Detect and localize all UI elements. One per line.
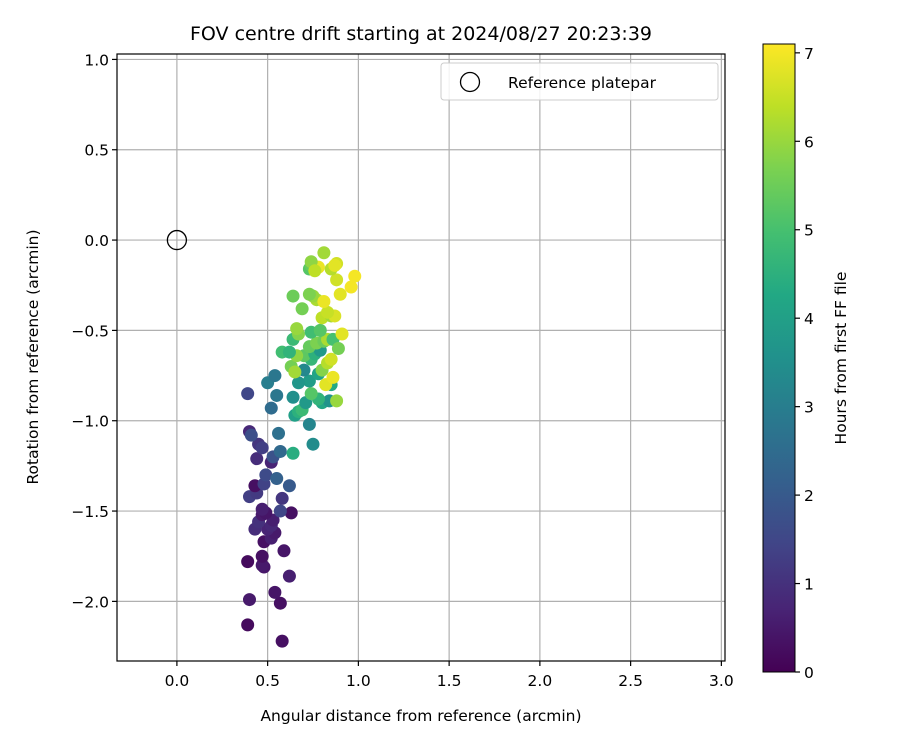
data-point bbox=[255, 502, 269, 516]
data-point bbox=[275, 634, 289, 648]
x-axis-label: Angular distance from reference (arcmin) bbox=[260, 707, 581, 725]
data-point bbox=[282, 345, 296, 359]
data-point bbox=[344, 280, 358, 294]
chart-title: FOV centre drift starting at 2024/08/27 … bbox=[190, 23, 652, 45]
data-point bbox=[348, 269, 362, 283]
data-point bbox=[313, 323, 327, 337]
data-point bbox=[335, 327, 349, 341]
colorbar-tick-label: 7 bbox=[804, 45, 814, 63]
data-point bbox=[272, 426, 286, 440]
y-tick-label: 0.0 bbox=[84, 232, 109, 250]
data-point bbox=[286, 390, 300, 404]
data-point bbox=[242, 593, 256, 607]
data-point bbox=[264, 401, 278, 415]
colorbar-tick-label: 5 bbox=[804, 222, 814, 240]
x-tick-label: 0.0 bbox=[165, 672, 190, 690]
y-tick-label: −1.5 bbox=[71, 503, 109, 521]
data-point bbox=[241, 618, 255, 632]
colorbar-tick-label: 3 bbox=[804, 399, 814, 417]
plot-frame bbox=[116, 53, 726, 662]
data-point bbox=[241, 555, 255, 569]
data-point bbox=[286, 446, 300, 460]
x-tick-label: 2.0 bbox=[528, 672, 553, 690]
colorbar-tick-label: 4 bbox=[804, 310, 814, 328]
data-point bbox=[331, 341, 345, 355]
data-point bbox=[286, 289, 300, 303]
data-point bbox=[302, 417, 316, 431]
data-point bbox=[288, 365, 302, 379]
grid-lines bbox=[117, 54, 725, 661]
data-point bbox=[324, 352, 338, 366]
data-point bbox=[255, 558, 269, 572]
x-tick-label: 0.5 bbox=[255, 672, 280, 690]
data-point bbox=[270, 388, 284, 402]
data-point bbox=[273, 444, 287, 458]
x-tick-label: 1.5 bbox=[437, 672, 462, 690]
data-point bbox=[268, 369, 282, 383]
colorbar: 0 1 2 3 4 5 6 7 Hours from first FF file bbox=[762, 43, 850, 682]
data-point bbox=[302, 287, 316, 301]
data-points bbox=[241, 246, 362, 648]
data-point bbox=[291, 376, 305, 390]
colorbar-tick-label: 0 bbox=[804, 664, 814, 682]
y-tick-label: −1.0 bbox=[71, 413, 109, 431]
data-point bbox=[282, 479, 296, 493]
y-axis-ticks: 1.0 0.5 0.0 −0.5 −1.0 −1.5 −2.0 bbox=[71, 51, 117, 611]
colorbar-label: Hours from first FF file bbox=[832, 272, 850, 445]
data-point bbox=[306, 437, 320, 451]
data-point bbox=[268, 585, 282, 599]
data-point bbox=[333, 287, 347, 301]
colorbar-tick-label: 2 bbox=[804, 487, 814, 505]
data-point bbox=[302, 374, 316, 388]
data-point bbox=[250, 452, 264, 466]
data-point bbox=[317, 246, 331, 260]
legend-box bbox=[440, 62, 719, 101]
data-point bbox=[259, 468, 273, 482]
data-point bbox=[255, 441, 269, 455]
colorbar-tick-label: 1 bbox=[804, 576, 814, 594]
data-point bbox=[284, 506, 298, 520]
reference-marker-group bbox=[166, 229, 188, 251]
data-point bbox=[304, 387, 318, 401]
data-point bbox=[273, 596, 287, 610]
x-tick-label: 2.5 bbox=[618, 672, 643, 690]
colorbar-tick-label: 6 bbox=[804, 133, 814, 151]
data-point bbox=[308, 264, 322, 278]
data-point bbox=[270, 472, 284, 486]
x-axis-ticks: 0.0 0.5 1.0 1.5 2.0 2.5 3.0 bbox=[165, 661, 734, 690]
data-point bbox=[321, 305, 335, 319]
x-tick-label: 3.0 bbox=[709, 672, 734, 690]
data-point bbox=[282, 569, 296, 583]
data-point bbox=[244, 428, 258, 442]
y-tick-label: −2.0 bbox=[71, 593, 109, 611]
data-point bbox=[326, 370, 340, 384]
data-point bbox=[275, 491, 289, 505]
data-point bbox=[295, 302, 309, 316]
x-tick-label: 1.0 bbox=[346, 672, 371, 690]
colorbar-frame bbox=[762, 43, 796, 673]
legend: Reference platepar bbox=[440, 62, 719, 101]
data-point bbox=[317, 294, 331, 308]
data-point bbox=[290, 322, 304, 336]
reference-marker bbox=[166, 229, 188, 251]
data-point bbox=[255, 549, 269, 563]
data-point bbox=[328, 258, 342, 272]
data-point bbox=[273, 504, 287, 518]
colorbar-gradient bbox=[763, 44, 795, 672]
data-point bbox=[330, 273, 344, 287]
legend-reference-marker bbox=[459, 71, 481, 93]
data-point bbox=[277, 544, 291, 558]
data-point bbox=[241, 387, 255, 401]
y-tick-label: 0.5 bbox=[84, 142, 109, 160]
y-tick-label: 1.0 bbox=[84, 51, 109, 69]
legend-reference-label: Reference platepar bbox=[508, 74, 657, 92]
y-tick-label: −0.5 bbox=[71, 322, 109, 340]
data-point bbox=[330, 394, 344, 408]
colorbar-ticks: 0 1 2 3 4 5 6 7 bbox=[795, 45, 814, 682]
y-axis-label: Rotation from reference (arcmin) bbox=[24, 229, 42, 484]
